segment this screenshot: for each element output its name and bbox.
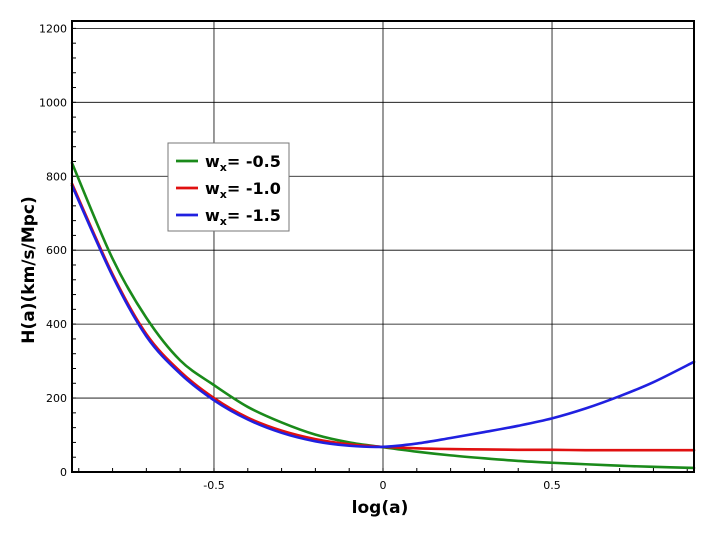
- legend-label-3: wx= -1.5: [205, 206, 281, 228]
- legend: wx= -0.5 wx= -1.0 wx= -1.5: [167, 142, 290, 232]
- y-tick-labels: 0 200 400 600 800 1000 1200: [39, 22, 67, 479]
- series-lines: [70, 161, 696, 470]
- legend-items: wx= -0.5 wx= -1.0 wx= -1.5: [176, 152, 281, 228]
- y-tick-label: 400: [46, 318, 67, 331]
- legend-label-1: wx= -0.5: [205, 152, 281, 174]
- y-tick-label: 1200: [39, 22, 67, 35]
- x-axis-title: log(a): [352, 498, 409, 518]
- plot-area: [70, 20, 696, 473]
- x-tick-labels: -0.5 0 0.5: [203, 479, 561, 492]
- plot-frame: [71, 20, 695, 473]
- legend-label-2: wx= -1.0: [205, 179, 281, 201]
- x-tick-label: 0: [380, 479, 387, 492]
- y-axis-title: H(a)(km/s/Mpc): [19, 196, 39, 344]
- x-tick-label: -0.5: [203, 479, 224, 492]
- y-tick-label: 200: [46, 392, 67, 405]
- x-tick-label: 0.5: [543, 479, 561, 492]
- y-tick-label: 0: [60, 466, 67, 479]
- y-tick-label: 1000: [39, 96, 67, 109]
- series-line-3: [70, 184, 696, 449]
- y-tick-label: 800: [46, 170, 67, 183]
- y-tick-label: 600: [46, 244, 67, 257]
